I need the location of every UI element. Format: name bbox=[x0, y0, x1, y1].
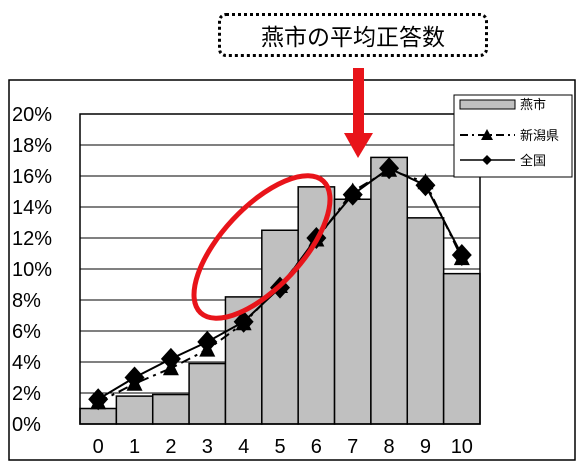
highlight-ellipse bbox=[191, 173, 333, 321]
legend-marker-diamond bbox=[482, 155, 492, 165]
point-marker bbox=[160, 347, 181, 370]
bar bbox=[406, 217, 445, 425]
bar bbox=[115, 395, 154, 425]
x-tick-label: 3 bbox=[202, 436, 213, 458]
y-tick-label: 2% bbox=[12, 383, 41, 405]
y-tick-label: 10% bbox=[12, 259, 52, 281]
line-series bbox=[88, 157, 472, 411]
bar bbox=[442, 272, 481, 425]
x-tick-label: 8 bbox=[384, 436, 395, 458]
y-tick-label: 0% bbox=[12, 414, 41, 436]
arrow-icon bbox=[344, 68, 373, 158]
x-tick-label: 9 bbox=[420, 436, 431, 458]
bar bbox=[188, 362, 227, 425]
y-tick-label: 20% bbox=[12, 104, 52, 126]
legend-marker-triangle bbox=[481, 129, 493, 140]
point-marker bbox=[233, 310, 254, 333]
y-tick-label: 12% bbox=[12, 228, 52, 250]
y-tick-label: 4% bbox=[12, 352, 41, 374]
point-marker bbox=[451, 244, 472, 267]
x-tick-label: 6 bbox=[311, 436, 322, 458]
legend-label-city: 燕市 bbox=[520, 97, 546, 113]
x-tick-label: 2 bbox=[165, 436, 176, 458]
point-marker bbox=[415, 174, 436, 197]
point-marker bbox=[124, 366, 145, 389]
callout-label: 燕市の平均正答数 bbox=[218, 13, 488, 57]
y-tick-label: 6% bbox=[12, 321, 41, 343]
point-marker bbox=[88, 388, 109, 411]
point-marker bbox=[342, 183, 363, 206]
x-tick-label: 5 bbox=[274, 436, 285, 458]
y-tick-label: 16% bbox=[12, 166, 52, 188]
x-tick-label: 4 bbox=[238, 436, 249, 458]
y-tick-label: 18% bbox=[12, 135, 52, 157]
bar bbox=[333, 198, 372, 425]
bar bbox=[79, 407, 118, 425]
bar bbox=[261, 229, 299, 425]
x-tick-label: 1 bbox=[129, 436, 140, 458]
bar bbox=[297, 186, 336, 425]
legend-swatch-bar bbox=[459, 99, 516, 110]
plot-area bbox=[79, 113, 481, 425]
legend-label-national: 全国 bbox=[520, 153, 546, 169]
y-tick-label: 8% bbox=[12, 290, 41, 312]
x-tick-label: 0 bbox=[93, 436, 104, 458]
point-marker bbox=[197, 330, 218, 353]
bar bbox=[151, 393, 190, 425]
y-axis-ticks: 0% 2% 4% 6% 8% 10% 12% 14% 16% 18% 20% bbox=[12, 104, 52, 436]
x-tick-label: 7 bbox=[347, 436, 358, 458]
legend-label-prefecture: 新潟県 bbox=[520, 128, 559, 144]
point-marker bbox=[379, 157, 400, 180]
x-tick-label: 10 bbox=[451, 436, 473, 458]
legend: 燕市 新潟県 全国 bbox=[453, 94, 573, 178]
x-axis-ticks: 0 1 2 3 4 5 6 7 8 9 10 bbox=[93, 436, 473, 458]
bar bbox=[370, 156, 409, 425]
y-tick-label: 14% bbox=[12, 197, 52, 219]
